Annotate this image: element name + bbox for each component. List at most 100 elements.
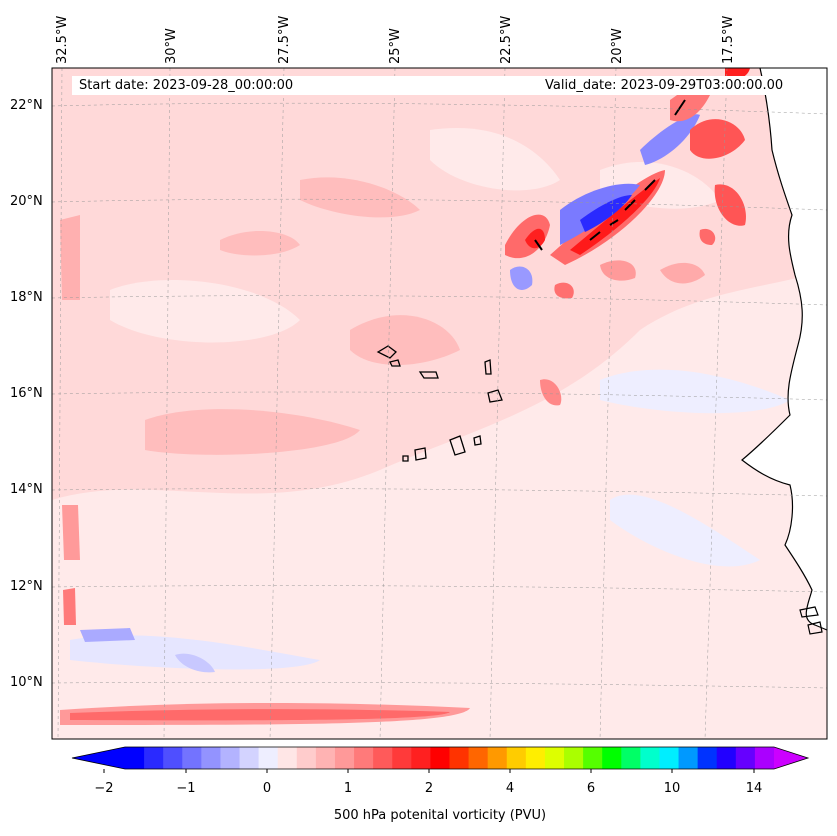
- pv-red-patch: [350, 315, 460, 365]
- pv-strong-red-core: [525, 228, 545, 249]
- coastline: [741, 67, 828, 631]
- lat-label: 18°N: [10, 290, 43, 305]
- colorbar: [71, 746, 810, 773]
- pv-red-patch: [554, 282, 574, 299]
- pv-strong-red: [714, 184, 746, 226]
- colorbar-swatch: [678, 747, 699, 769]
- colorbar-swatch: [125, 747, 145, 769]
- lat-label: 16°N: [10, 386, 43, 401]
- pv-blue-patch: [640, 114, 700, 165]
- colorbar-tick: 14: [745, 781, 763, 796]
- colorbar-outline: [71, 746, 810, 770]
- colorbar-swatch: [220, 747, 241, 769]
- lat-label: 14°N: [10, 482, 43, 497]
- island: [418, 371, 439, 379]
- pv-blue-patch: [175, 653, 215, 673]
- colorbar-swatch: [487, 747, 508, 769]
- pv-contour-lines: [534, 99, 686, 251]
- pv-red-patch: [62, 505, 80, 560]
- colorbar-tick: 10: [663, 781, 681, 796]
- colorbar-swatch: [564, 747, 584, 769]
- colorbar-swatch: [640, 747, 660, 769]
- date-banner: [72, 76, 808, 95]
- colorbar-swatch: [659, 747, 680, 769]
- colorbar-swatch: [602, 747, 622, 769]
- colorbar-tick: 1: [343, 781, 353, 796]
- colorbar-tick: 2: [424, 781, 434, 796]
- lat-label: 22°N: [10, 98, 43, 113]
- lon-label: 30°W: [164, 28, 179, 64]
- lat-label: 12°N: [10, 579, 43, 594]
- start-date-label: Start date: 2023-09-28_00:00:00: [79, 78, 294, 93]
- colorbar-swatch: [430, 747, 450, 769]
- colorbar-swatch: [621, 747, 641, 769]
- lon-label: 17.5°W: [721, 15, 736, 64]
- lon-label: 22.5°W: [499, 15, 514, 64]
- colorbar-swatch: [334, 747, 355, 769]
- colorbar-swatch: [525, 747, 546, 769]
- pv-blue-patch: [510, 266, 533, 290]
- graticule: [51, 67, 828, 740]
- island: [402, 455, 409, 462]
- valid-date-label: Valid_date: 2023-09-29T03:00:00.00: [545, 78, 784, 93]
- colorbar-tick: 0: [262, 781, 272, 796]
- island: [487, 389, 503, 403]
- pv-strong-blue-core: [580, 195, 632, 232]
- colorbar-swatch: [163, 747, 183, 769]
- pv-red-patch: [600, 260, 636, 281]
- pv-strong-red: [505, 214, 550, 259]
- map-frame: [51, 67, 828, 740]
- pv-red-patch: [63, 588, 76, 625]
- colorbar-swatch: [411, 747, 431, 769]
- pv-blue-patch: [80, 628, 135, 642]
- pv-blue-patch: [600, 369, 790, 414]
- island: [799, 606, 823, 635]
- lat-label: 10°N: [10, 675, 43, 690]
- colorbar-swatch: [201, 747, 221, 769]
- lon-label: 20°W: [610, 28, 625, 64]
- colorbar-swatch: [315, 747, 336, 769]
- island: [389, 359, 401, 367]
- pv-blue-patch: [70, 635, 320, 670]
- colorbar-swatch: [506, 747, 527, 769]
- island: [473, 435, 482, 446]
- colorbar-swatch: [735, 747, 756, 769]
- lon-label: 27.5°W: [277, 15, 292, 64]
- pv-red-band-core: [70, 709, 450, 721]
- colorbar-tick: 4: [505, 781, 515, 796]
- colorbar-swatch: [468, 747, 489, 769]
- pv-strong-red: [690, 119, 745, 159]
- colorbar-swatch: [716, 747, 737, 769]
- pv-red-patch: [699, 228, 716, 245]
- lon-label: 25°W: [388, 28, 403, 64]
- pv-strong-red-core: [570, 178, 660, 255]
- colorbar-swatch: [754, 747, 775, 769]
- colorbar-swatch: [373, 747, 393, 769]
- colorbar-swatch: [583, 747, 603, 769]
- colorbar-title: 500 hPa potenital vorticity (PVU): [333, 808, 547, 823]
- colorbar-swatch: [144, 747, 164, 769]
- colorbar-swatch: [449, 747, 470, 769]
- colorbar-swatch: [239, 747, 260, 769]
- pv-red-patch: [540, 379, 562, 406]
- colorbar-tick: 6: [586, 781, 596, 796]
- pv-blue-patch: [610, 494, 760, 567]
- colorbar-swatch: [182, 747, 202, 769]
- colorbar-swatch: [277, 747, 298, 769]
- colorbar-swatch: [392, 747, 412, 769]
- island: [414, 447, 427, 461]
- pv-red-patch: [145, 409, 360, 455]
- colorbar-swatch: [258, 747, 279, 769]
- pv-red-patch: [660, 262, 705, 284]
- lon-label: 32.5°W: [55, 15, 70, 64]
- colorbar-tick: −1: [176, 781, 196, 796]
- colorbar-swatch: [296, 747, 317, 769]
- pv-light-patch: [430, 128, 560, 191]
- colorbar-swatch: [544, 747, 565, 769]
- colorbar-swatch: [697, 747, 718, 769]
- lat-label: 20°N: [10, 194, 43, 209]
- island: [449, 435, 466, 456]
- colorbar-swatch: [354, 747, 374, 769]
- land-africa: [742, 68, 827, 630]
